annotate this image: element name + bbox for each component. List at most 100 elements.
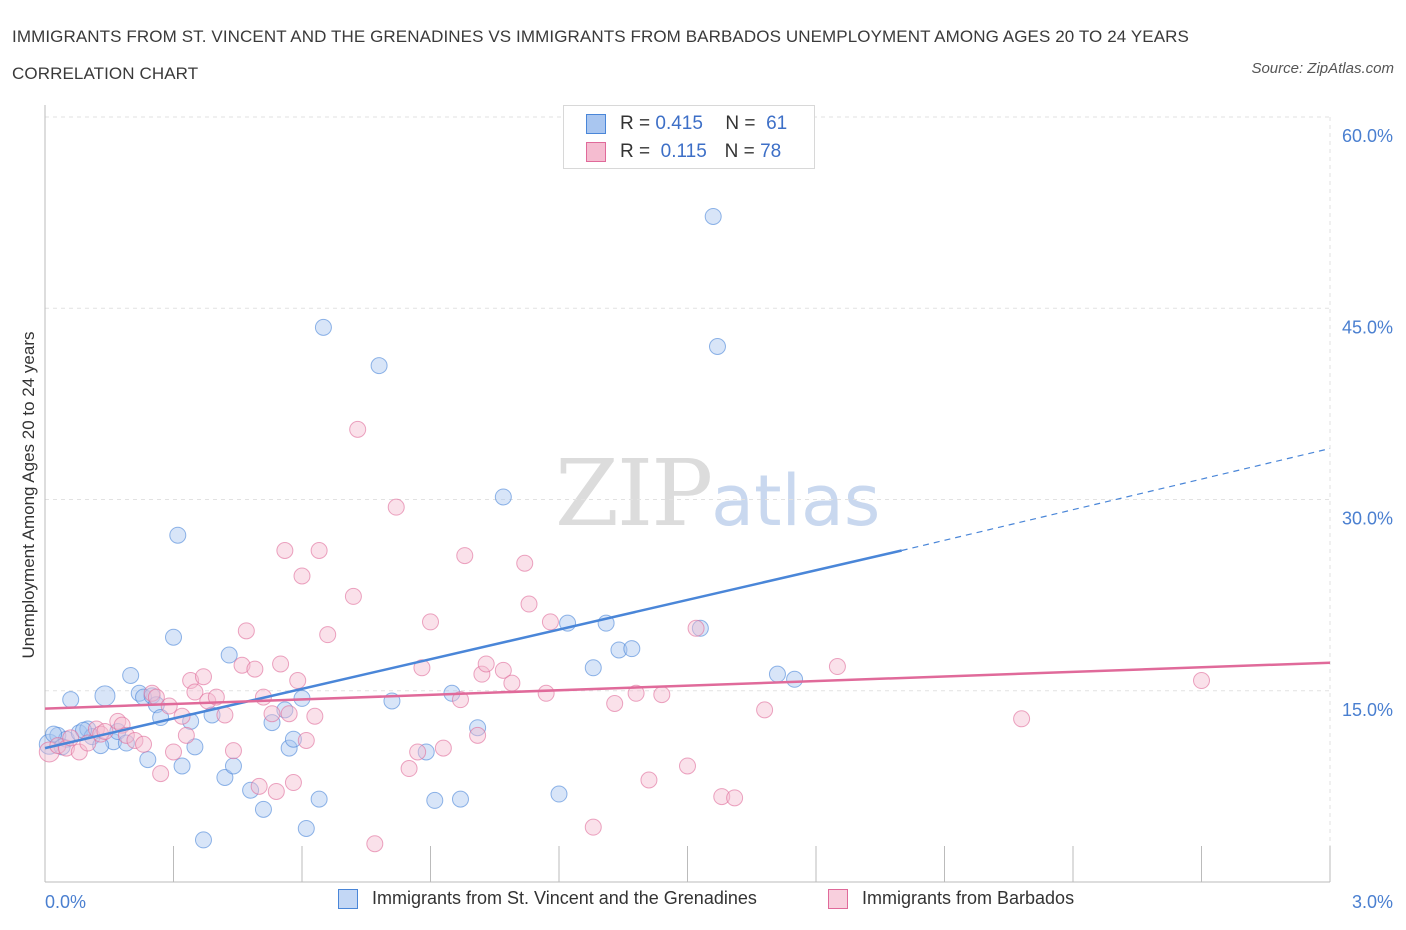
data-point	[469, 726, 487, 744]
data-point	[349, 420, 367, 438]
legend-r-value: 0.415	[655, 113, 703, 134]
data-point	[520, 595, 538, 613]
series-swatch-blue	[338, 888, 358, 909]
data-point	[220, 646, 238, 664]
data-point	[177, 726, 195, 744]
data-point	[173, 757, 191, 775]
data-point	[584, 818, 602, 836]
data-point	[494, 488, 512, 506]
data-point	[1013, 710, 1031, 728]
axis-labels: 15.0% 30.0% 45.0% 60.0% 0.0% 3.0% Unemployment…	[19, 126, 1393, 912]
data-point	[768, 665, 786, 683]
data-point	[477, 655, 495, 673]
data-point	[653, 686, 671, 704]
data-point	[276, 542, 294, 559]
data-point	[708, 338, 726, 355]
series-legend-label: Immigrants from St. Vincent and the Gren…	[372, 888, 757, 908]
data-point	[550, 785, 568, 803]
trend-line	[44, 661, 1331, 710]
data-point	[94, 685, 116, 707]
data-point	[284, 730, 302, 748]
data-point	[786, 670, 804, 688]
data-point	[387, 498, 405, 516]
data-point	[293, 567, 311, 585]
data-point	[242, 781, 260, 799]
data-point	[310, 542, 328, 559]
data-point	[679, 757, 696, 775]
data-point	[314, 318, 332, 336]
x-tick-label: 0.0%	[45, 892, 86, 912]
data-point	[828, 658, 846, 676]
legend-r-value: 0.115	[660, 141, 707, 162]
data-point	[224, 757, 242, 775]
y-tick-label: 30.0%	[1342, 509, 1393, 529]
data-point	[516, 554, 534, 572]
data-point	[186, 738, 204, 756]
data-point	[45, 725, 63, 743]
x-tick-label: 3.0%	[1352, 892, 1393, 912]
data-point	[1193, 672, 1210, 690]
trend-line-extension	[901, 447, 1331, 552]
data-point	[494, 661, 512, 679]
data-point	[280, 705, 298, 723]
legend-n-value: 78	[760, 141, 782, 162]
data-point	[606, 695, 624, 712]
data-point	[165, 628, 182, 646]
series-legend-item-svg: Immigrants from St. Vincent and the Gren…	[338, 888, 757, 909]
data-point	[344, 587, 362, 605]
data-point	[627, 684, 645, 702]
data-point	[610, 641, 628, 659]
data-point	[165, 743, 182, 761]
watermark-atlas: atlas	[711, 460, 881, 542]
data-point	[216, 768, 234, 786]
data-point	[704, 207, 722, 225]
y-tick-label: 60.0%	[1342, 126, 1393, 146]
data-point	[473, 665, 491, 683]
data-point	[122, 666, 140, 684]
data-point	[237, 622, 255, 640]
data-point	[691, 619, 709, 637]
y-tick-label: 15.0%	[1342, 700, 1393, 720]
data-point	[297, 731, 315, 749]
data-point	[70, 743, 88, 761]
legend-n-value: 61	[766, 113, 788, 134]
y-tick-label: 45.0%	[1342, 317, 1393, 337]
watermark-zip: ZIP	[555, 440, 713, 547]
data-point	[254, 800, 272, 818]
data-point	[224, 742, 242, 760]
data-point	[216, 706, 234, 724]
data-point	[306, 707, 324, 725]
data-point	[96, 723, 114, 741]
legend-swatch-pink	[586, 142, 606, 162]
legend-r-label: R =	[620, 113, 651, 134]
data-point	[640, 771, 658, 789]
data-point	[687, 619, 705, 637]
data-point	[135, 735, 153, 753]
data-point	[422, 613, 439, 631]
data-point	[152, 765, 170, 783]
trend-line	[44, 549, 902, 750]
data-point	[194, 668, 212, 686]
data-points	[38, 207, 1210, 853]
data-point	[400, 760, 418, 778]
series-swatch-pink	[828, 888, 848, 909]
legend-row-svg: R = 0.415 N = 61	[586, 112, 787, 136]
data-point	[537, 684, 555, 702]
data-point	[263, 705, 281, 723]
data-point	[62, 691, 80, 709]
data-point	[250, 777, 268, 795]
series-legend-item-barbados: Immigrants from Barbados	[828, 888, 1074, 909]
data-point	[413, 659, 431, 677]
legend-row-barbados: R = 0.115 N = 78	[586, 140, 781, 164]
data-point	[756, 701, 774, 719]
data-point	[584, 659, 602, 677]
data-point	[409, 743, 427, 761]
data-point	[182, 672, 200, 690]
chart-title: IMMIGRANTS FROM ST. VINCENT AND THE GREN…	[12, 27, 1189, 83]
data-point	[434, 739, 452, 757]
series-legend: Immigrants from St. Vincent and the Gren…	[0, 888, 1406, 916]
data-point	[713, 788, 731, 806]
data-point	[169, 526, 187, 544]
legend-n-label: N =	[724, 141, 755, 162]
correlation-legend: R = 0.415 N = 61 R = 0.115 N = 78	[563, 105, 815, 169]
